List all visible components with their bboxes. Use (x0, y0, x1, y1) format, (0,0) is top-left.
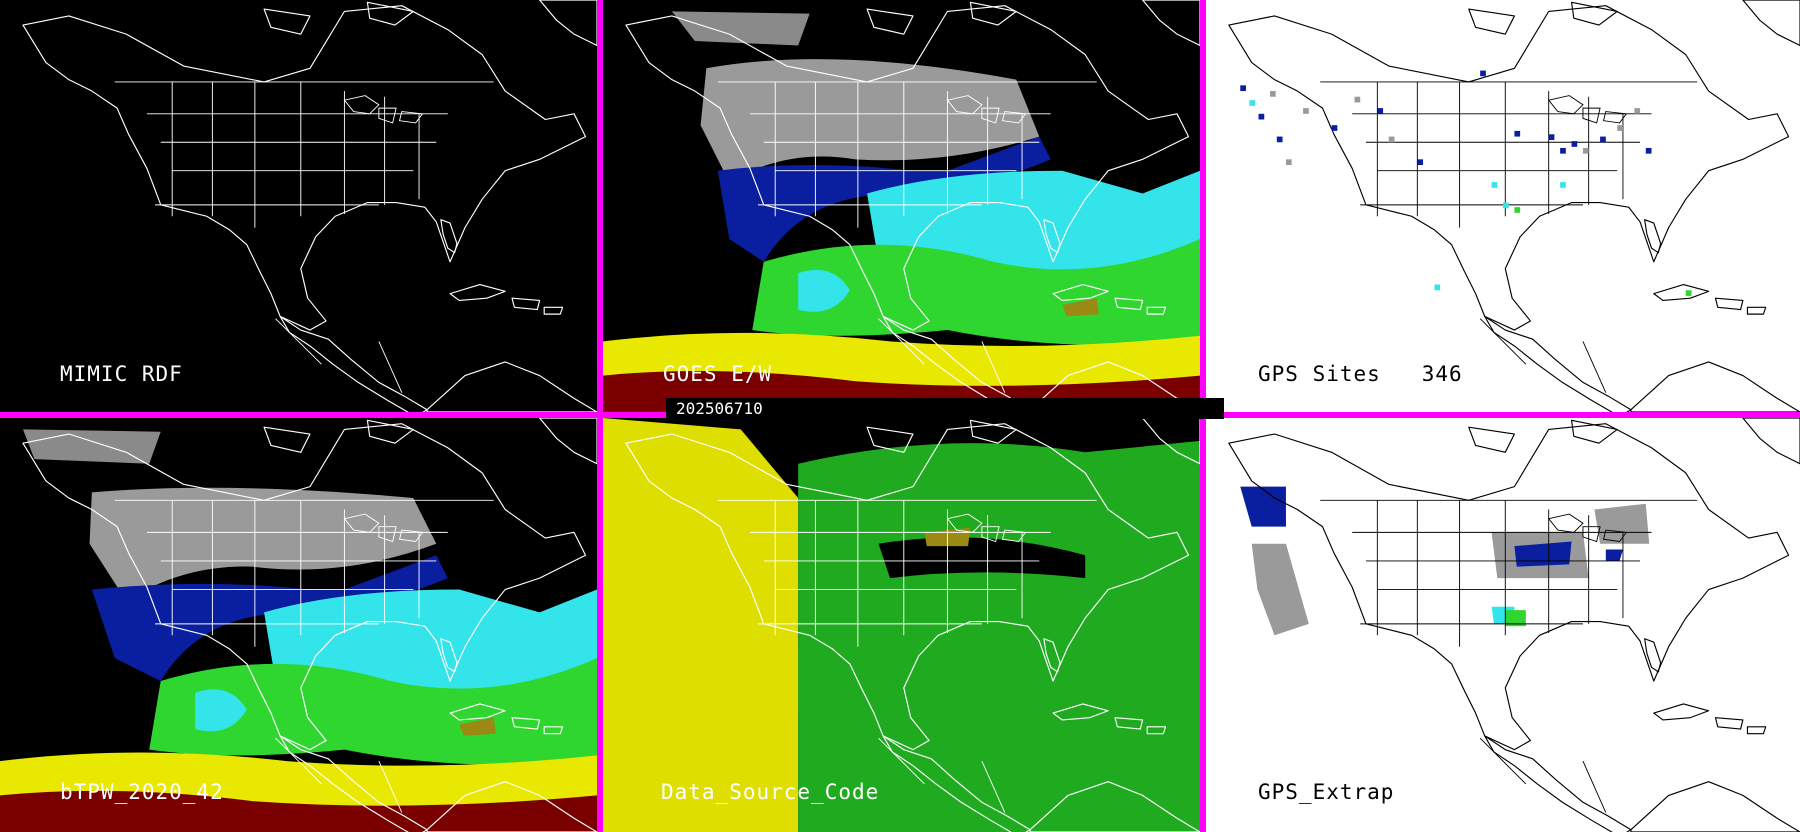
extrap-gray-west (1251, 543, 1309, 636)
panel-label: GPS_Extrap (1258, 780, 1395, 804)
mimic-rdf-panel: MIMIC RDF (0, 0, 597, 412)
gps-sites-panel: GPS Sites 346 (1206, 0, 1800, 412)
tpw-darkred-band (0, 790, 597, 832)
source-yellow-arc (671, 520, 799, 716)
tpw-cyan-band (867, 170, 1200, 277)
btpw-map (0, 418, 597, 832)
state-borders (1319, 81, 1698, 394)
tpw-green-band (752, 239, 1200, 346)
state-borders (114, 81, 495, 394)
tpw-gray-patch (22, 429, 161, 464)
tpw-green-band (149, 658, 597, 765)
extrap-gray-ne (1594, 503, 1650, 544)
goes-ew-map (603, 0, 1200, 412)
tpw-field (0, 429, 597, 832)
tpw-olive-patch (459, 717, 496, 736)
panel-label: GOES E/W (663, 362, 773, 386)
tpw-cyan-blob (195, 689, 247, 732)
btpw-panel: bTPW_2020_42 (0, 418, 597, 832)
panel-label: MIMIC RDF (60, 362, 183, 386)
panel-label: GPS Sites 346 (1258, 362, 1463, 386)
land-outline (22, 0, 597, 412)
gps-extrap-panel: GPS_Extrap (1206, 418, 1800, 832)
extrap-navy-ohio (1514, 541, 1572, 567)
tpw-gray-band (89, 487, 437, 601)
goes-ew-panel: GOES E/W (603, 0, 1200, 412)
panel-label: bTPW_2020_42 (60, 780, 224, 804)
data-source-code-panel: Data_Source_Code (603, 418, 1200, 832)
data-source-code-map (603, 418, 1200, 832)
source-green-region (798, 440, 1200, 832)
extrap-navy-nw (1240, 486, 1286, 527)
timestamp-banner: 202506710 (666, 398, 1224, 419)
gps-site-markers (1240, 70, 1692, 296)
source-black-gap (878, 537, 1086, 579)
extrap-navy-ne (1605, 549, 1623, 561)
panel-label: Data_Source_Code (661, 780, 880, 804)
tpw-navy-band (717, 136, 1051, 262)
tpw-olive-patch (1062, 298, 1099, 317)
tpw-gray-band (700, 59, 1040, 183)
source-yellow-region (603, 418, 799, 832)
gps-sites-map (1228, 0, 1800, 412)
tpw-cyan-band (264, 589, 597, 697)
tpw-navy-band (91, 555, 448, 682)
tpw-gray-patch (671, 11, 810, 46)
extrap-green-gulf (1505, 610, 1526, 627)
source-code-field (603, 418, 1200, 832)
mimic-rdf-map (22, 0, 597, 412)
land-outline (1228, 0, 1800, 412)
gps-extrap-map (1228, 418, 1800, 832)
extrap-field (1240, 486, 1650, 636)
tpw-cyan-blob (798, 269, 850, 312)
